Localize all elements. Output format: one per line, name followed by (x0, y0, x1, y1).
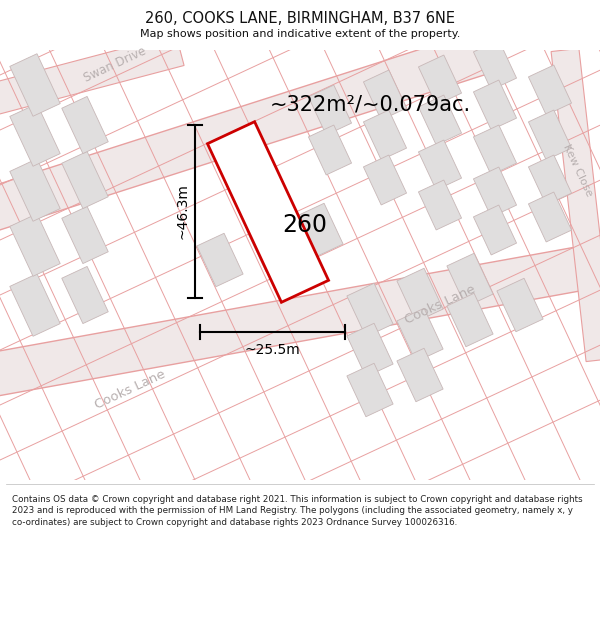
Polygon shape (397, 268, 443, 322)
Polygon shape (529, 110, 572, 160)
Text: ~322m²/~0.079ac.: ~322m²/~0.079ac. (270, 95, 471, 115)
Polygon shape (497, 278, 543, 332)
Polygon shape (551, 48, 600, 362)
Polygon shape (447, 293, 493, 347)
Polygon shape (397, 308, 443, 362)
Polygon shape (397, 348, 443, 402)
Polygon shape (529, 65, 572, 115)
Text: 260, COOKS LANE, BIRMINGHAM, B37 6NE: 260, COOKS LANE, BIRMINGHAM, B37 6NE (145, 11, 455, 26)
Polygon shape (62, 266, 108, 324)
Text: 260: 260 (283, 213, 328, 237)
Polygon shape (473, 205, 517, 255)
Polygon shape (0, 29, 497, 231)
Polygon shape (364, 155, 407, 205)
Polygon shape (10, 214, 60, 276)
Polygon shape (308, 125, 352, 175)
Polygon shape (473, 80, 517, 130)
Polygon shape (347, 323, 393, 377)
Polygon shape (10, 54, 60, 116)
Text: Cooks Lane: Cooks Lane (92, 368, 167, 412)
Polygon shape (62, 206, 108, 264)
Text: Contains OS data © Crown copyright and database right 2021. This information is : Contains OS data © Crown copyright and d… (12, 494, 583, 527)
Polygon shape (10, 274, 60, 336)
Polygon shape (364, 110, 407, 160)
Text: Cooks Lane: Cooks Lane (403, 283, 478, 327)
Polygon shape (247, 218, 293, 272)
Polygon shape (418, 140, 461, 190)
Polygon shape (473, 167, 517, 217)
Polygon shape (418, 180, 461, 230)
Polygon shape (10, 104, 60, 166)
Polygon shape (418, 55, 461, 105)
Polygon shape (10, 159, 60, 221)
Text: Kew Close: Kew Close (562, 142, 595, 198)
Polygon shape (208, 122, 329, 302)
Polygon shape (297, 203, 343, 257)
Polygon shape (529, 192, 572, 242)
Polygon shape (62, 96, 108, 154)
Text: ~25.5m: ~25.5m (245, 343, 301, 357)
Text: ~46.3m: ~46.3m (176, 184, 190, 239)
Polygon shape (0, 34, 184, 116)
Polygon shape (529, 155, 572, 205)
Polygon shape (447, 253, 493, 307)
Text: Map shows position and indicative extent of the property.: Map shows position and indicative extent… (140, 29, 460, 39)
Polygon shape (0, 243, 600, 397)
Polygon shape (418, 95, 461, 145)
Polygon shape (308, 85, 352, 135)
Polygon shape (347, 363, 393, 417)
Polygon shape (473, 125, 517, 175)
Polygon shape (364, 70, 407, 120)
Text: Swan Drive: Swan Drive (82, 45, 148, 85)
Polygon shape (197, 233, 243, 287)
Polygon shape (473, 40, 517, 90)
Polygon shape (347, 283, 393, 337)
Polygon shape (62, 151, 108, 209)
